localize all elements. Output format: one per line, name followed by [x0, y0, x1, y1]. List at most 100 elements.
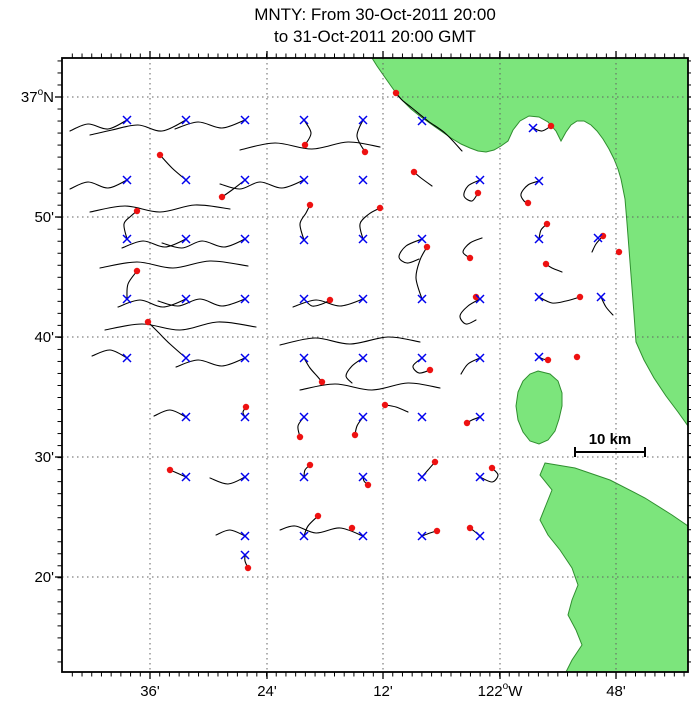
trajectory-path	[299, 382, 441, 391]
drifter-end-dot	[244, 564, 252, 572]
drifter-start-x	[181, 412, 191, 422]
trajectory-path	[412, 357, 431, 374]
drifter-end-dot	[381, 401, 389, 409]
y-axis-tick-label: 30'	[34, 449, 54, 466]
drifter-start-x	[417, 412, 427, 422]
x-axis-tick-label: 48'	[606, 683, 626, 700]
drifter-start-x	[475, 175, 485, 185]
trajectory-path	[104, 321, 257, 331]
trajectory-path	[153, 409, 187, 418]
y-axis-tick-label: 20'	[34, 569, 54, 586]
trajectory-path	[460, 357, 481, 375]
drifter-start-x	[358, 234, 368, 244]
trajectory-path	[279, 525, 364, 537]
trajectory-path	[123, 210, 138, 240]
drifter-end-dot	[166, 466, 174, 474]
drifter-start-x	[240, 550, 250, 560]
drifter-start-x	[240, 294, 250, 304]
figure-title-line1: MNTY: From 30-Oct-2011 20:00	[254, 5, 496, 24]
drifter-end-dot	[242, 403, 250, 411]
x-axis-tick-label: 36'	[140, 683, 160, 700]
drifter-start-x	[358, 472, 368, 482]
drifter-end-dot	[144, 318, 152, 326]
trajectory-path	[161, 238, 246, 249]
drifter-end-dot	[376, 204, 384, 212]
drifter-start-x	[122, 115, 132, 125]
drifter-start-x	[475, 294, 485, 304]
drifter-start-x	[358, 115, 368, 125]
figure-title-line2: to 31-Oct-2011 20:00 GMT	[274, 27, 476, 46]
drifter-start-x	[299, 412, 309, 422]
drifter-end-dot	[318, 378, 326, 386]
trajectory-path	[479, 467, 499, 483]
drifter-start-x	[596, 292, 606, 302]
drifter-start-x	[358, 531, 368, 541]
y-axis-tick-label: 40'	[34, 329, 54, 346]
drifter-start-x	[358, 412, 368, 422]
trajectory-path	[99, 260, 249, 269]
drifter-start-x	[181, 353, 191, 363]
drifter-start-x	[417, 116, 427, 126]
coastline-land	[539, 462, 688, 672]
drifter-end-dot	[348, 524, 356, 532]
drifter-end-dot	[218, 193, 226, 201]
y-axis-tick-label: 50'	[34, 209, 54, 226]
drifter-end-dot	[474, 189, 482, 197]
drifter-end-dot	[544, 356, 552, 364]
drifter-start-x	[240, 175, 250, 185]
drifter-end-dot	[547, 122, 555, 130]
drifter-start-x	[358, 294, 368, 304]
trajectory-path	[279, 336, 421, 346]
trajectory-path	[463, 179, 481, 202]
drifter-end-dot	[431, 458, 439, 466]
drifter-start-x	[528, 123, 538, 133]
coastline-land	[515, 370, 563, 445]
drifter-end-dot	[296, 433, 304, 441]
figure-title: MNTY: From 30-Oct-2011 20:00 to 31-Oct-2…	[62, 4, 688, 48]
drifter-start-x	[475, 531, 485, 541]
drifter-start-x	[122, 353, 132, 363]
drifter-start-x	[181, 115, 191, 125]
trajectory-path	[121, 238, 187, 249]
drifter-end-dot	[423, 243, 431, 251]
trajectory-path	[174, 119, 246, 130]
trajectory-path	[384, 404, 409, 413]
drifter-start-x	[417, 294, 427, 304]
trajectory-path	[157, 298, 246, 307]
drifter-start-x	[417, 531, 427, 541]
drifter-start-x	[240, 412, 250, 422]
drifter-start-x	[181, 234, 191, 244]
plot-border	[61, 57, 689, 673]
drifter-start-x	[122, 234, 132, 244]
trajectory-path	[117, 298, 187, 308]
drifter-end-dot	[410, 168, 418, 176]
drifter-start-x	[240, 115, 250, 125]
drifter-start-x	[299, 115, 309, 125]
trajectory-path	[239, 141, 381, 151]
x-axis-tick-label: 12'	[373, 683, 393, 700]
drifter-start-x	[240, 234, 250, 244]
trajectory-path	[89, 204, 231, 213]
coastline-land	[371, 58, 688, 427]
drifter-end-dot	[573, 353, 581, 361]
drifter-start-x	[593, 233, 603, 243]
drifter-start-x	[358, 175, 368, 185]
trajectory-path	[303, 357, 323, 383]
drifter-start-x	[475, 412, 485, 422]
drifter-start-x	[240, 353, 250, 363]
drifter-start-x	[417, 472, 427, 482]
scale-bar-label: 10 km	[589, 431, 632, 448]
drifter-start-x	[299, 353, 309, 363]
trajectory-path	[398, 238, 423, 264]
drifter-start-x	[417, 234, 427, 244]
x-axis-tick-label: 24'	[257, 683, 277, 700]
trajectory-path	[299, 204, 311, 241]
trajectory-path	[345, 357, 364, 384]
drifter-end-dot	[392, 89, 400, 97]
drifter-start-x	[240, 472, 250, 482]
drifter-end-dot	[463, 419, 471, 427]
trajectory-path	[459, 298, 481, 325]
trajectory-path	[462, 237, 483, 259]
